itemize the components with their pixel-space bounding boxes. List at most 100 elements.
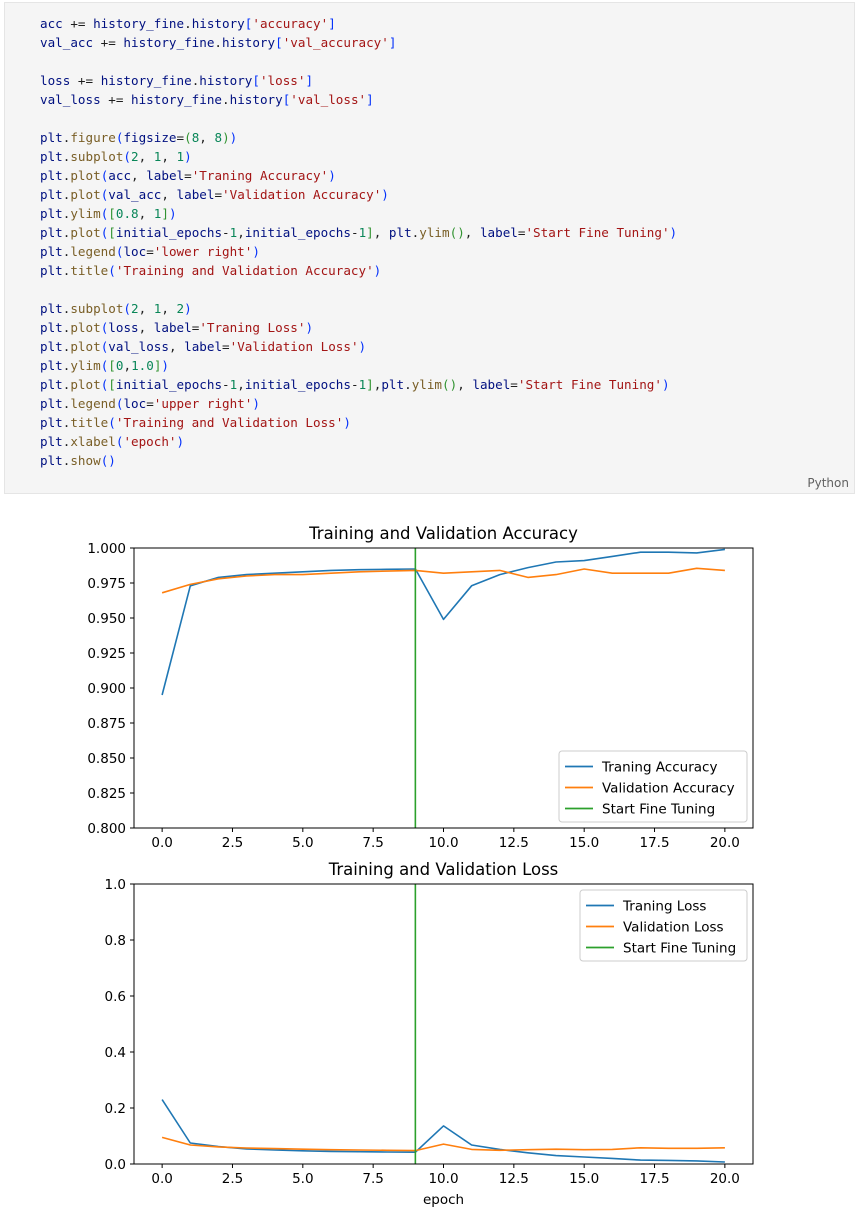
code-token: ,: [138, 149, 154, 164]
code-token: show: [70, 453, 101, 468]
code-token: 1: [153, 301, 162, 316]
code-token: +=: [70, 73, 101, 88]
x-tick-label: 7.5: [362, 1171, 383, 1187]
code-token: (: [123, 301, 132, 316]
code-token: plt: [40, 415, 63, 430]
code-token: .: [62, 320, 71, 335]
code-token: 1: [229, 225, 238, 240]
code-token: =: [214, 187, 223, 202]
x-tick-label: 15.0: [569, 835, 599, 851]
code-line: plt.title('Training and Validation Loss'…: [40, 413, 677, 432]
code-token: .: [62, 206, 71, 221]
code-token: ,: [161, 149, 177, 164]
code-token: 'val_loss': [290, 92, 367, 107]
code-token: figsize: [123, 130, 177, 145]
code-token: ,: [123, 358, 132, 373]
code-token: val_acc: [40, 35, 94, 50]
code-token: 1: [176, 149, 185, 164]
code-token: ,: [199, 130, 215, 145]
code-token: (: [100, 358, 109, 373]
code-token: .: [184, 16, 192, 31]
code-line: val_acc += history_fine.history['val_acc…: [40, 33, 677, 52]
code-token: plt: [40, 187, 63, 202]
code-token: =: [184, 168, 192, 183]
code-token: ): [252, 396, 260, 411]
code-token: [: [282, 92, 291, 107]
code-token: .: [62, 225, 71, 240]
code-token: legend: [70, 396, 116, 411]
code-token: plt: [388, 225, 412, 240]
y-tick-label: 0.2: [105, 1101, 126, 1117]
code-cell[interactable]: acc += history_fine.history['accuracy'] v…: [4, 2, 855, 494]
code-token: 'Start Fine Tuning': [525, 225, 670, 240]
code-token: =: [517, 225, 526, 240]
code-token: =: [146, 244, 154, 259]
code-token: 0: [115, 358, 124, 373]
code-line: plt.legend(loc='upper right'): [40, 394, 677, 413]
code-token: ,: [373, 225, 389, 240]
code-token: =: [191, 320, 200, 335]
code-token: [: [275, 35, 283, 50]
y-tick-label: 0.850: [87, 751, 126, 767]
code-token: ): [661, 377, 670, 392]
code-token: .: [411, 225, 420, 240]
code-token: 'Traning Accuracy': [191, 168, 329, 183]
chart-accuracy: Training and Validation Accuracy 0.0 2.5 5.…: [87, 524, 754, 851]
code-token: (: [100, 339, 109, 354]
code-token: .: [62, 396, 71, 411]
y-tick-label: 0.0: [105, 1157, 126, 1173]
code-token: figure: [70, 130, 116, 145]
code-token: plot: [70, 225, 101, 240]
code-token: 'Validation Accuracy': [222, 187, 382, 202]
y-tick-label: 0.6: [105, 989, 126, 1005]
code-token: loss: [108, 320, 139, 335]
code-token: plt: [40, 339, 63, 354]
code-token: .: [62, 130, 71, 145]
code-token: label: [153, 320, 192, 335]
series-line-training: [161, 548, 725, 696]
code-token: (: [100, 187, 109, 202]
code-token: plt: [40, 434, 63, 449]
language-label[interactable]: Python: [807, 476, 849, 490]
code-line: plt.plot([initial_epochs-1,initial_epoch…: [40, 375, 677, 394]
y-tick-label: 0.900: [87, 681, 126, 697]
code-token: -: [350, 225, 359, 240]
code-token: .: [62, 358, 71, 373]
code-line: plt.plot(acc, label='Traning Accuracy'): [40, 166, 677, 185]
code-token: .: [62, 415, 71, 430]
code-token: .: [62, 339, 71, 354]
legend: Traning Accuracy Validation Accuracy Start…: [558, 750, 748, 823]
code-token: ): [161, 358, 169, 373]
code-token: ,: [131, 168, 147, 183]
code-token: ]: [366, 92, 374, 107]
code-token: [: [244, 16, 253, 31]
code-token: ylim: [419, 225, 450, 240]
code-token: .: [62, 263, 71, 278]
code-token: .: [62, 301, 71, 316]
code-line: plt.xlabel('epoch'): [40, 432, 677, 451]
series-line-validation: [161, 1136, 725, 1152]
code-token: 0.8: [115, 206, 139, 221]
code-token: (: [100, 320, 109, 335]
code-token: title: [70, 415, 109, 430]
code-token: ]: [153, 358, 162, 373]
code-token: loc: [123, 396, 147, 411]
code-token: ): [168, 206, 177, 221]
code-token: plt: [381, 377, 405, 392]
code-token: (: [100, 225, 109, 240]
code-token: 2: [131, 149, 139, 164]
code-line: val_loss += history_fine.history['val_lo…: [40, 90, 677, 109]
code-token: =: [176, 130, 185, 145]
code-token: ): [184, 149, 192, 164]
code-token: ylim: [70, 206, 101, 221]
code-token: 2: [176, 301, 185, 316]
x-axis-label: epoch: [423, 1192, 464, 1208]
x-tick-label: 12.5: [499, 835, 529, 851]
code-editor[interactable]: acc += history_fine.history['accuracy'] v…: [40, 14, 677, 470]
code-token: .: [404, 377, 412, 392]
code-token: (): [449, 225, 465, 240]
code-token: 1: [358, 225, 367, 240]
code-token: ylim: [70, 358, 101, 373]
code-token: plt: [40, 168, 63, 183]
code-token: .: [62, 149, 71, 164]
